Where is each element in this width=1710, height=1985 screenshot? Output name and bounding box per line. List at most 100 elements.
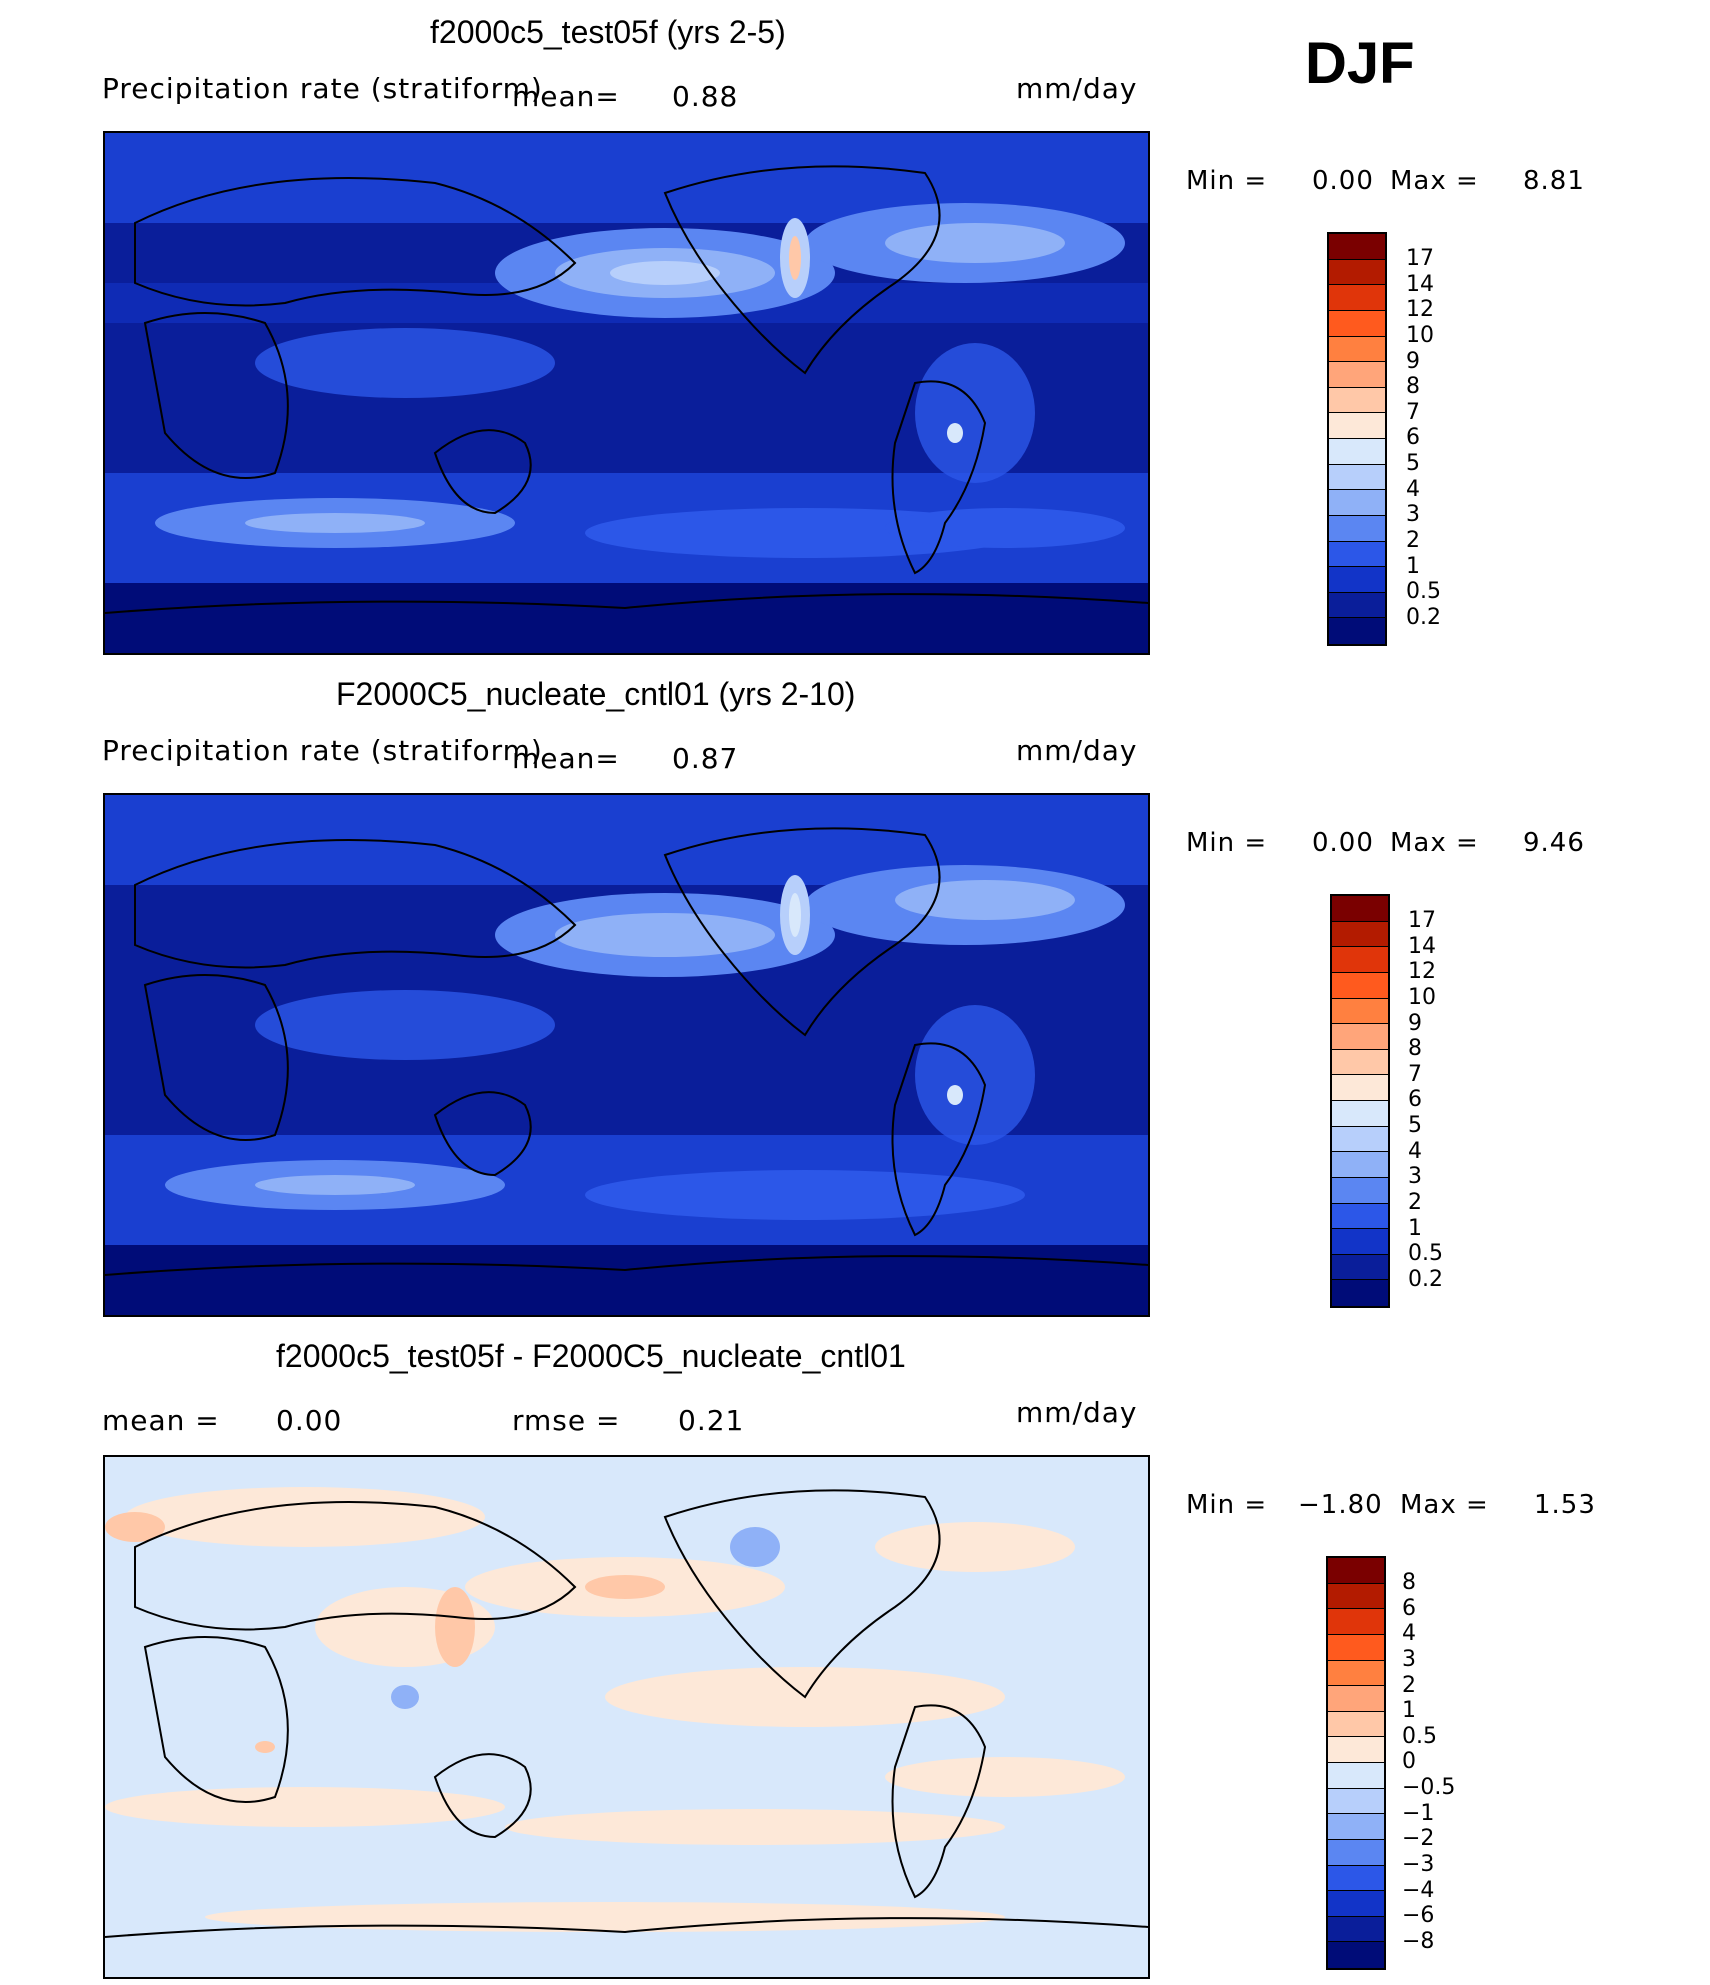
panel1-map bbox=[103, 131, 1150, 655]
colorbar-label: 1 bbox=[1402, 1698, 1416, 1724]
panel3-min-label: Min = bbox=[1186, 1490, 1268, 1520]
colorbar-label: 1 bbox=[1408, 1215, 1422, 1241]
colorbar-swatch bbox=[1328, 1839, 1384, 1866]
colorbar-swatch bbox=[1332, 921, 1388, 948]
panel2-units: mm/day bbox=[1016, 734, 1138, 767]
panel2-map-field bbox=[105, 795, 1148, 1315]
colorbar-swatch bbox=[1329, 362, 1385, 388]
colorbar-label: 8 bbox=[1406, 374, 1420, 400]
colorbar-label: 5 bbox=[1406, 451, 1420, 476]
panel3-max-value: 1.53 bbox=[1534, 1490, 1596, 1520]
colorbar-label: 10 bbox=[1408, 984, 1436, 1010]
colorbar-label: −2 bbox=[1402, 1826, 1435, 1852]
colorbar-swatch bbox=[1329, 464, 1385, 491]
colorbar-label: 8 bbox=[1408, 1036, 1422, 1062]
colorbar-label: 3 bbox=[1408, 1164, 1422, 1190]
season-label: DJF bbox=[1305, 31, 1415, 96]
colorbar-swatch bbox=[1329, 259, 1385, 286]
colorbar-swatch bbox=[1332, 1254, 1388, 1281]
colorbar-swatch bbox=[1332, 998, 1388, 1025]
colorbar-label: −0.5 bbox=[1402, 1775, 1456, 1800]
colorbar-swatch bbox=[1329, 439, 1385, 465]
panel3-colorbar bbox=[1326, 1556, 1386, 1970]
colorbar-swatch bbox=[1332, 896, 1388, 922]
colorbar-swatch bbox=[1328, 1865, 1384, 1892]
colorbar-swatch bbox=[1328, 1891, 1384, 1917]
colorbar-swatch bbox=[1329, 490, 1385, 516]
panel1-colorbar bbox=[1327, 232, 1387, 646]
colorbar-label: 3 bbox=[1402, 1646, 1416, 1672]
colorbar-label: 6 bbox=[1402, 1595, 1416, 1621]
colorbar-swatch bbox=[1332, 972, 1388, 999]
panel2-mean-label: mean= bbox=[512, 742, 620, 775]
colorbar-label: 3 bbox=[1406, 502, 1420, 528]
panel3-mean-value: 0.00 bbox=[276, 1404, 343, 1437]
colorbar-swatch bbox=[1329, 618, 1385, 644]
colorbar-swatch bbox=[1332, 1101, 1388, 1127]
panel3-min-value: −1.80 bbox=[1298, 1490, 1383, 1520]
colorbar-label: 0.5 bbox=[1402, 1723, 1437, 1749]
colorbar-swatch bbox=[1328, 1660, 1384, 1687]
panel3-mean-label: mean = bbox=[102, 1404, 220, 1437]
panel3-map bbox=[103, 1455, 1150, 1979]
panel1-map-field bbox=[105, 133, 1148, 653]
colorbar-label: 8 bbox=[1402, 1570, 1416, 1595]
panel1-max-label: Max = bbox=[1390, 166, 1479, 196]
colorbar-swatch bbox=[1328, 1814, 1384, 1840]
colorbar-label: 14 bbox=[1406, 271, 1434, 297]
colorbar-swatch bbox=[1328, 1711, 1384, 1738]
colorbar-swatch bbox=[1329, 592, 1385, 619]
colorbar-label: −6 bbox=[1402, 1903, 1435, 1929]
panel3-map-field bbox=[105, 1457, 1148, 1977]
colorbar-swatch bbox=[1329, 515, 1385, 542]
colorbar-label: 1 bbox=[1406, 553, 1420, 579]
panel1-min-value: 0.00 bbox=[1312, 166, 1374, 196]
panel2-max-label: Max = bbox=[1390, 828, 1479, 858]
colorbar-label: 2 bbox=[1402, 1672, 1416, 1698]
colorbar-swatch bbox=[1328, 1609, 1384, 1635]
panel2-map bbox=[103, 793, 1150, 1317]
colorbar-label: 4 bbox=[1402, 1621, 1416, 1647]
colorbar-label: 12 bbox=[1408, 959, 1436, 985]
colorbar-swatch bbox=[1329, 541, 1385, 568]
colorbar-label: −4 bbox=[1402, 1877, 1435, 1903]
panel1-units: mm/day bbox=[1016, 72, 1138, 105]
colorbar-label: 0.5 bbox=[1406, 579, 1441, 605]
colorbar-label: 7 bbox=[1408, 1061, 1422, 1087]
colorbar-swatch bbox=[1329, 336, 1385, 363]
colorbar-label: −3 bbox=[1402, 1851, 1435, 1877]
panel3-title: f2000c5_test05f - F2000C5_nucleate_cntl0… bbox=[276, 1338, 906, 1374]
colorbar-label: 7 bbox=[1406, 399, 1420, 425]
colorbar-swatch bbox=[1329, 285, 1385, 311]
colorbar-swatch bbox=[1328, 1558, 1384, 1584]
colorbar-label: 0.2 bbox=[1406, 604, 1441, 630]
colorbar-swatch bbox=[1329, 413, 1385, 439]
colorbar-swatch bbox=[1328, 1763, 1384, 1789]
colorbar-swatch bbox=[1328, 1583, 1384, 1610]
colorbar-label: −8 bbox=[1402, 1928, 1435, 1954]
colorbar-label: 0.5 bbox=[1408, 1241, 1443, 1267]
panel2-title: F2000C5_nucleate_cntl01 (yrs 2-10) bbox=[336, 676, 856, 712]
colorbar-swatch bbox=[1328, 1737, 1384, 1763]
panel2-max-value: 9.46 bbox=[1523, 828, 1585, 858]
colorbar-label: 0 bbox=[1402, 1749, 1416, 1775]
colorbar-swatch bbox=[1332, 1280, 1388, 1306]
colorbar-label: 17 bbox=[1408, 908, 1436, 933]
colorbar-swatch bbox=[1329, 387, 1385, 414]
colorbar-swatch bbox=[1328, 1942, 1384, 1968]
colorbar-swatch bbox=[1328, 1634, 1384, 1661]
colorbar-label: 17 bbox=[1406, 246, 1434, 271]
colorbar-label: 4 bbox=[1406, 476, 1420, 502]
colorbar-swatch bbox=[1332, 1075, 1388, 1101]
panel2-colorbar bbox=[1330, 894, 1390, 1308]
colorbar-label: 4 bbox=[1408, 1138, 1422, 1164]
colorbar-label: 14 bbox=[1408, 933, 1436, 959]
colorbar-label: 6 bbox=[1408, 1087, 1422, 1113]
panel3-rmse-label: rmse = bbox=[512, 1404, 621, 1437]
panel2-variable: Precipitation rate (stratiform) bbox=[102, 734, 543, 767]
colorbar-swatch bbox=[1328, 1916, 1384, 1943]
panel1-max-value: 8.81 bbox=[1523, 166, 1585, 196]
panel1-mean-value: 0.88 bbox=[672, 80, 739, 113]
colorbar-swatch bbox=[1328, 1788, 1384, 1815]
panel2-min-value: 0.00 bbox=[1312, 828, 1374, 858]
